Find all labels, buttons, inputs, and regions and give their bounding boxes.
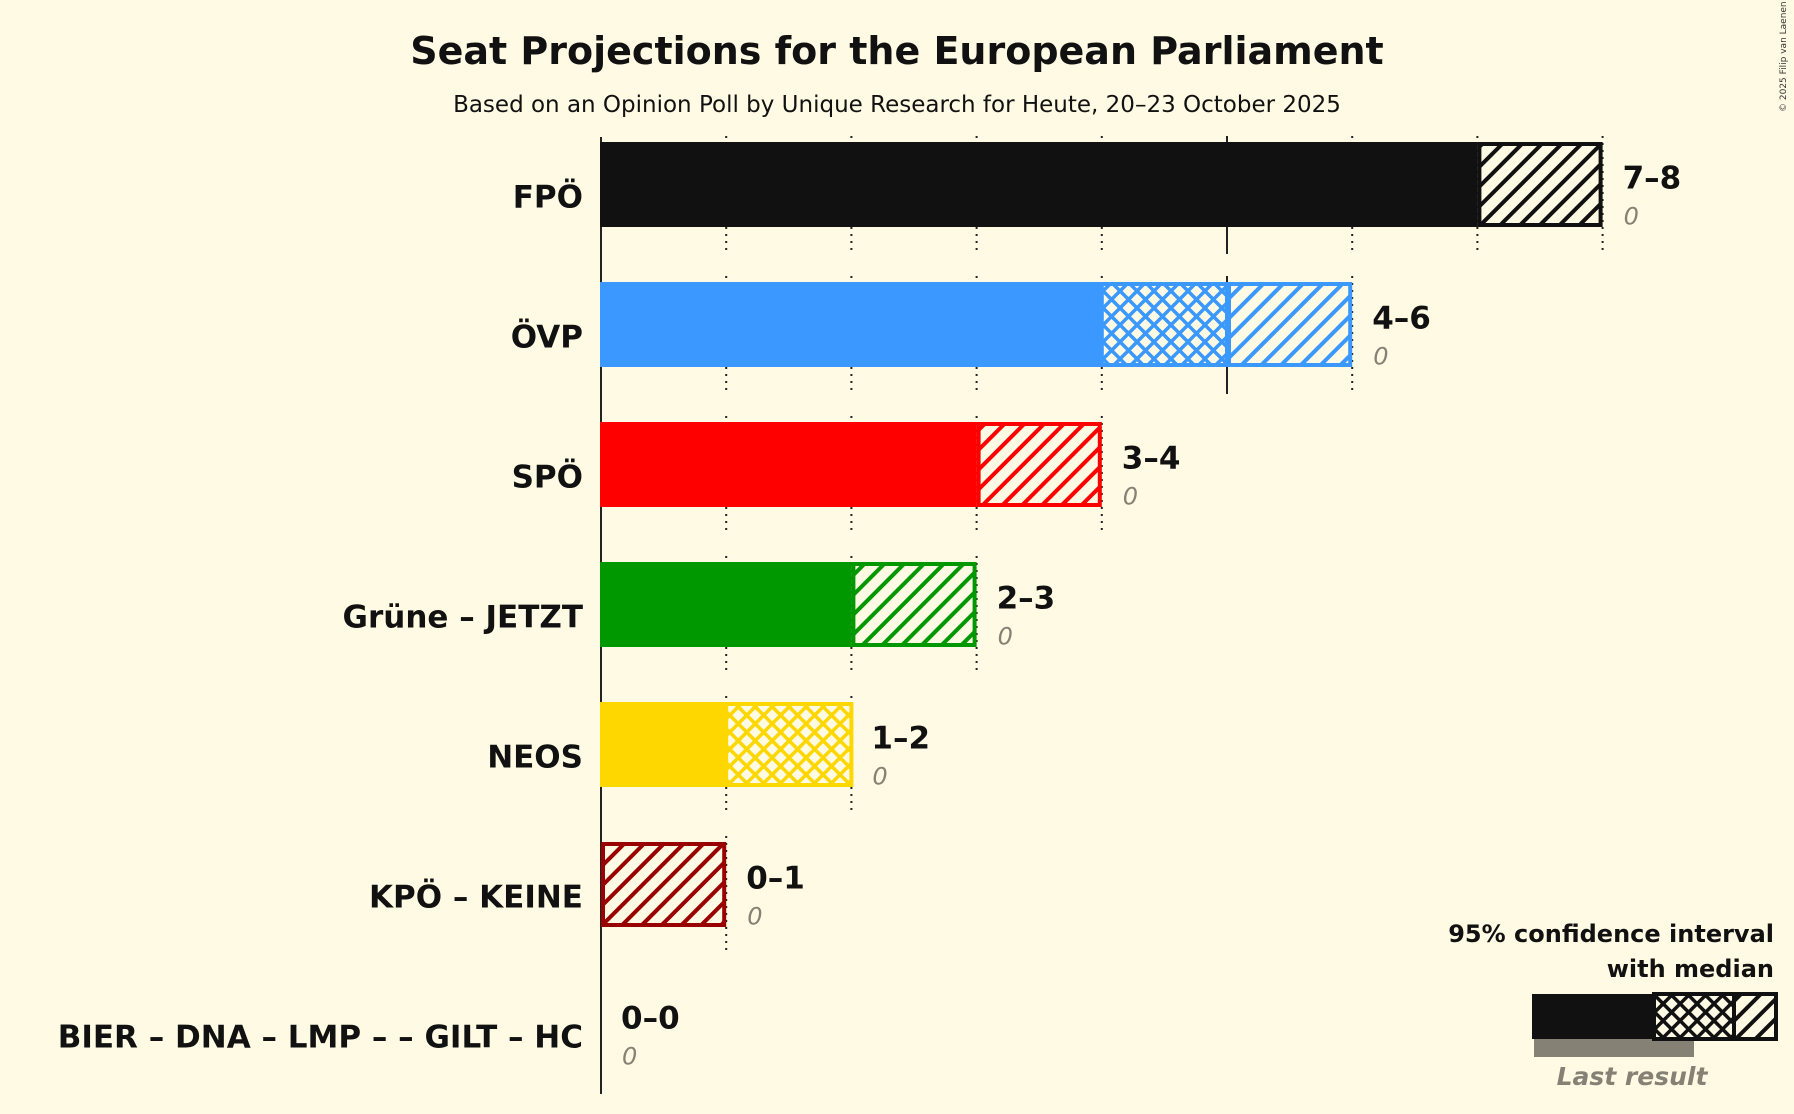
bar-hatch-segment (1477, 142, 1603, 227)
party-label: BIER – DNA – LMP – – GILT – HC (58, 1020, 583, 1056)
legend-crosshatch-segment (1652, 992, 1736, 1041)
legend-title-line2: with median (1607, 955, 1774, 983)
legend: 95% confidence interval with median Last… (1448, 920, 1778, 1091)
last-result-label: 0 (1624, 203, 1639, 231)
party-label: Grüne – JETZT (343, 600, 583, 636)
bar-row: NEOS 1–2 0 (487, 702, 930, 791)
seat-range-label: 4–6 (1372, 301, 1431, 337)
bar-hatch-segment (601, 842, 727, 927)
bar-row: BIER – DNA – LMP – – GILT – HC 0–0 0 (58, 1001, 680, 1071)
party-label: ÖVP (511, 319, 583, 356)
last-result-label: 0 (998, 623, 1013, 651)
last-result-label: 0 (872, 763, 887, 791)
copyright-notice: © 2025 Filip van Laenen (1779, 1, 1789, 112)
chart-title: Seat Projections for the European Parlia… (410, 29, 1383, 73)
last-result-label: 0 (1123, 483, 1138, 511)
chart-subtitle: Based on an Opinion Poll by Unique Resea… (453, 92, 1341, 118)
bar-solid-segment (600, 282, 1102, 367)
bar-hatch-segment (1227, 282, 1353, 367)
bar-row: Grüne – JETZT 2–3 0 (343, 562, 1056, 651)
bar-hatch-segment (976, 422, 1102, 507)
party-label: NEOS (487, 740, 583, 776)
legend-last-result-label: Last result (1557, 1062, 1709, 1091)
last-result-label: 0 (1373, 343, 1388, 371)
seat-range-label: 7–8 (1623, 161, 1682, 197)
bar-row: KPÖ – KEINE 0–1 0 (369, 842, 805, 931)
bar-hatch-segment (851, 562, 977, 647)
bar-row: ÖVP 4–6 0 (511, 282, 1431, 371)
bar-solid-segment (600, 422, 977, 507)
bar-row: SPÖ 3–4 0 (512, 422, 1181, 511)
last-result-label: 0 (622, 1043, 637, 1071)
legend-title-line1: 95% confidence interval (1448, 920, 1774, 948)
seat-range-label: 0–0 (621, 1001, 680, 1037)
last-result-label: 0 (747, 903, 762, 931)
seat-range-label: 2–3 (997, 581, 1056, 617)
legend-hatch-segment (1732, 992, 1778, 1041)
bar-solid-segment (600, 702, 727, 787)
legend-solid-segment (1532, 994, 1654, 1039)
bar-crosshatch-segment (724, 702, 854, 787)
legend-last-result-bar (1534, 1039, 1694, 1057)
seat-range-label: 1–2 (871, 721, 930, 757)
seat-range-label: 0–1 (746, 861, 805, 897)
bar-crosshatch-segment (1099, 282, 1230, 367)
party-label: SPÖ (512, 459, 583, 496)
party-label: KPÖ – KEINE (369, 879, 583, 916)
bar-solid-segment (600, 142, 1478, 227)
party-label: FPÖ (513, 179, 583, 216)
bar-row: FPÖ 7–8 0 (513, 142, 1681, 231)
bar-solid-segment (600, 562, 852, 647)
seat-range-label: 3–4 (1122, 441, 1181, 477)
